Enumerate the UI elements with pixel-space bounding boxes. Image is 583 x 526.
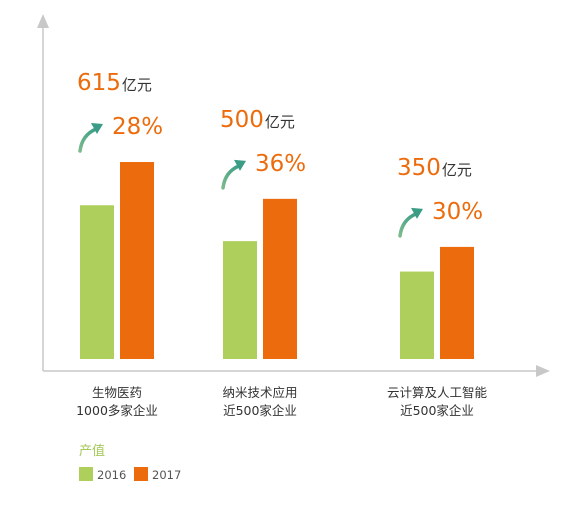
bar-2017-1: [120, 162, 154, 359]
legend-title: 产值: [79, 443, 105, 459]
growth-arrow-icon: [78, 123, 103, 153]
legend-label-2017: 2017: [152, 468, 181, 482]
growth-label-3: 30%: [432, 199, 483, 225]
x-tick-label-3-line-2: 近500家企业: [400, 403, 474, 418]
x-tick-label-1-line-2: 1000多家企业: [76, 403, 158, 418]
legend: 产值 2016 2017: [79, 443, 181, 482]
growth-label-2: 36%: [255, 151, 306, 177]
value-label-2: 500亿元: [220, 107, 295, 133]
legend-swatch-2016: [79, 467, 93, 481]
bar-2016-3: [400, 271, 434, 359]
growth-label-1: 28%: [112, 114, 163, 140]
axes: [37, 14, 550, 377]
y-axis-arrowhead: [37, 14, 49, 28]
growth-arrow-icon: [221, 159, 246, 190]
bar-2016-1: [80, 205, 114, 359]
bars: [80, 162, 474, 359]
value-label-1: 615亿元: [77, 70, 152, 96]
x-axis-arrowhead: [536, 365, 550, 377]
x-tick-label-1-line-1: 生物医药: [92, 385, 142, 400]
legend-swatch-2017: [134, 467, 148, 481]
annotations: 28% 615亿元 36% 500亿元 30% 350亿元: [77, 70, 483, 238]
x-tick-label-2-line-2: 近500家企业: [223, 403, 297, 418]
x-tick-label-2-line-1: 纳米技术应用: [222, 385, 297, 400]
bar-2016-2: [223, 241, 257, 359]
x-tick-label-3-line-1: 云计算及人工智能: [387, 385, 488, 400]
growth-arrow-icon: [398, 207, 423, 238]
legend-label-2016: 2016: [97, 468, 126, 482]
value-label-3: 350亿元: [397, 155, 472, 181]
bar-2017-3: [440, 246, 474, 359]
bar-2017-2: [263, 198, 297, 359]
